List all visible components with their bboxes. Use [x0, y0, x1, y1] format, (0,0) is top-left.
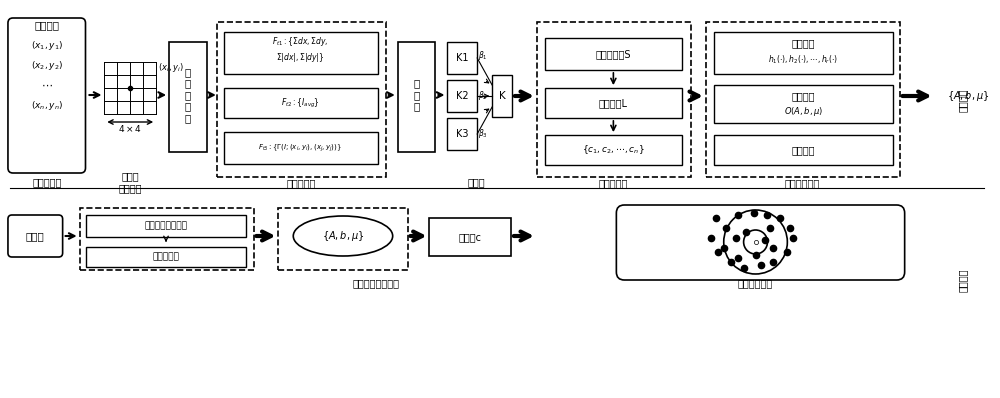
Bar — [169, 42, 207, 152]
Text: 相似性矩阵S: 相似性矩阵S — [596, 49, 631, 59]
Text: 核映射: 核映射 — [467, 177, 485, 187]
Text: 高
斯
核: 高 斯 核 — [413, 78, 420, 111]
FancyBboxPatch shape — [616, 205, 905, 280]
Bar — [706, 22, 900, 177]
Bar — [217, 22, 386, 177]
Text: $O(A, b, \mu)$: $O(A, b, \mu)$ — [784, 105, 823, 119]
Text: $\{c_1, c_2, \cdots, c_n\}$: $\{c_1, c_2, \cdots, c_n\}$ — [582, 144, 645, 156]
Text: K1: K1 — [456, 53, 469, 63]
Bar — [545, 135, 682, 165]
Text: $F_{t1}: \{\Sigma dx, \Sigma dy,$: $F_{t1}: \{\Sigma dx, \Sigma dy,$ — [272, 35, 328, 49]
Bar — [714, 32, 893, 74]
Bar — [537, 22, 691, 177]
Text: $\{A, b, \mu\}$: $\{A, b, \mu\}$ — [947, 89, 990, 103]
Text: 选
取
主
方
向: 选 取 主 方 向 — [185, 67, 191, 123]
Text: $\{A, b, \mu\}$: $\{A, b, \mu\}$ — [322, 229, 364, 243]
Text: $\Sigma|dx|,\Sigma|dy|\}$: $\Sigma|dx|,\Sigma|dy|\}$ — [276, 51, 324, 64]
Text: $(x_i, y_i)$: $(x_i, y_i)$ — [158, 60, 184, 74]
Ellipse shape — [293, 216, 393, 256]
Text: $(x_1, y_1)$: $(x_1, y_1)$ — [31, 39, 63, 51]
Text: $F_{t2}: \{I_{avg}\}$: $F_{t2}: \{I_{avg}\}$ — [281, 96, 320, 109]
Bar — [224, 132, 378, 164]
Text: 训练阶段: 训练阶段 — [957, 88, 967, 112]
Text: 哈希码c: 哈希码c — [459, 232, 482, 242]
Bar — [545, 88, 682, 118]
FancyBboxPatch shape — [8, 18, 85, 173]
Bar — [545, 38, 682, 70]
Text: 计算核矩阵: 计算核矩阵 — [153, 252, 179, 261]
Text: 特征点: 特征点 — [25, 231, 44, 241]
Text: 目标函数: 目标函数 — [792, 91, 815, 101]
FancyBboxPatch shape — [8, 215, 63, 257]
Text: $\cdots$: $\cdots$ — [41, 80, 53, 90]
Bar — [86, 215, 246, 237]
Bar — [86, 247, 246, 267]
Bar — [492, 75, 512, 117]
Text: 哈希函数: 哈希函数 — [792, 38, 815, 48]
Bar — [80, 208, 254, 270]
Text: K3: K3 — [456, 129, 469, 139]
Text: 哈希码学习: 哈希码学习 — [599, 178, 628, 188]
Text: $\beta_2$: $\beta_2$ — [478, 88, 488, 101]
Text: $h_1(\cdot), h_2(\cdot), \cdots, h_r(\cdot)$: $h_1(\cdot), h_2(\cdot), \cdots, h_r(\cd… — [768, 54, 838, 66]
Text: $4\times4$: $4\times4$ — [118, 123, 142, 133]
Bar — [714, 135, 893, 165]
Text: 训练数据集: 训练数据集 — [32, 177, 61, 187]
Circle shape — [724, 210, 787, 274]
Text: $\beta_3$: $\beta_3$ — [478, 127, 488, 140]
Text: K: K — [499, 91, 505, 101]
Text: 测试阶段: 测试阶段 — [957, 268, 967, 292]
Text: 代价函数L: 代价函数L — [599, 98, 628, 108]
Text: $(x_2, y_2)$: $(x_2, y_2)$ — [31, 59, 63, 72]
Text: 特征点
邻域选择: 特征点 邻域选择 — [118, 171, 142, 193]
Bar — [447, 118, 477, 150]
Circle shape — [744, 230, 767, 254]
Text: $(x_n, y_n)$: $(x_n, y_n)$ — [31, 98, 63, 111]
Bar — [714, 85, 893, 123]
Text: 提取邻域多维特征: 提取邻域多维特征 — [145, 222, 188, 230]
Text: 多特征描述: 多特征描述 — [287, 178, 316, 188]
Text: 哈希函数生成: 哈希函数生成 — [785, 178, 820, 188]
Text: $F_{t3}: \{\Gamma(I;(x_i,y_i),(x_j,y_j))\}$: $F_{t3}: \{\Gamma(I;(x_i,y_i),(x_j,y_j))… — [258, 142, 342, 154]
Bar — [224, 32, 378, 74]
Bar — [278, 208, 408, 270]
Text: 迭代量化: 迭代量化 — [792, 145, 815, 155]
Text: 二进制哈希码表示: 二进制哈希码表示 — [352, 278, 399, 288]
Bar — [398, 42, 435, 152]
Bar — [447, 42, 477, 74]
Bar — [429, 218, 511, 256]
Text: $\beta_1$: $\beta_1$ — [478, 49, 488, 62]
Bar — [447, 80, 477, 112]
Text: 特征点集: 特征点集 — [34, 20, 59, 30]
Bar — [224, 88, 378, 118]
Text: K2: K2 — [456, 91, 469, 101]
Text: 汉明距离排序: 汉明距离排序 — [738, 278, 773, 288]
